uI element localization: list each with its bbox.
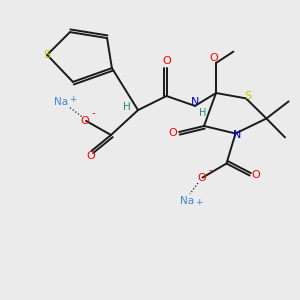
Text: S: S: [44, 50, 51, 60]
Text: O: O: [197, 172, 206, 183]
Text: Na: Na: [180, 196, 194, 206]
Text: O: O: [209, 52, 218, 63]
Text: +: +: [195, 198, 203, 207]
Text: O: O: [169, 128, 178, 139]
Text: -: -: [209, 165, 212, 175]
Text: S: S: [244, 91, 252, 101]
Text: -: -: [92, 108, 95, 118]
Text: N: N: [232, 130, 241, 140]
Text: H: H: [123, 101, 130, 112]
Text: N: N: [191, 97, 199, 107]
Text: O: O: [251, 170, 260, 181]
Text: O: O: [86, 151, 95, 161]
Text: Na: Na: [54, 97, 69, 107]
Text: H: H: [199, 107, 206, 118]
Text: +: +: [69, 95, 76, 104]
Text: O: O: [80, 116, 89, 126]
Text: O: O: [162, 56, 171, 67]
